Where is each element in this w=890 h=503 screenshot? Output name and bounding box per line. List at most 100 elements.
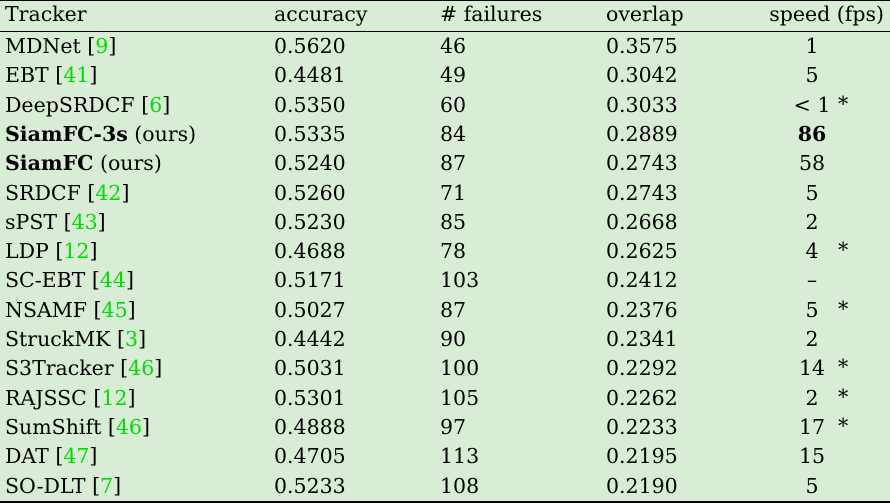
citation-link[interactable]: 43 xyxy=(71,209,98,234)
accuracy-cell: 0.5350 xyxy=(274,92,346,117)
table-row: SRDCF [42] 0.5260 71 0.2743 5 xyxy=(0,179,890,208)
star-mark: * xyxy=(838,296,849,321)
table-row: DeepSRDCF [6] 0.5350 60 0.3033 < 1 * xyxy=(0,91,890,120)
tracker-name: SiamFC xyxy=(5,151,94,176)
accuracy-cell: 0.5620 xyxy=(274,34,346,58)
accuracy-cell: 0.5230 xyxy=(274,209,346,234)
overlap-cell: 0.2412 xyxy=(606,268,678,293)
citation-link[interactable]: 3 xyxy=(125,327,139,351)
ours-label: (ours) xyxy=(134,121,197,146)
table-row: SiamFC-3s (ours) 0.5335 84 0.2889 86 xyxy=(0,120,890,149)
overlap-cell: 0.3033 xyxy=(606,92,678,117)
speed-cell: 4 xyxy=(805,239,819,264)
failures-cell: 100 xyxy=(440,356,480,381)
tracker-name: SC-EBT xyxy=(5,268,86,293)
tracker-cell: DAT [47] xyxy=(5,444,98,469)
citation-link[interactable]: 47 xyxy=(63,444,90,469)
citation-link[interactable]: 7 xyxy=(100,473,114,498)
speed-cell: 2 xyxy=(805,209,819,234)
speed-cell: < 1 xyxy=(793,92,831,117)
citation-link[interactable]: 9 xyxy=(95,34,109,58)
tracker-cell: SiamFC (ours) xyxy=(5,149,162,178)
tracker-name: SiamFC-3s xyxy=(5,121,128,146)
citation-link[interactable]: 45 xyxy=(101,297,128,322)
ours-label: (ours) xyxy=(99,151,162,176)
failures-cell: 87 xyxy=(440,297,467,322)
accuracy-cell: 0.5335 xyxy=(274,121,346,146)
table-row: S3Tracker [46] 0.5031 100 0.2292 14 * xyxy=(0,354,890,383)
accuracy-cell: 0.5301 xyxy=(274,385,346,410)
tracker-cell: MDNet [9] xyxy=(5,34,117,58)
star-mark: * xyxy=(838,384,849,409)
failures-cell: 71 xyxy=(440,180,467,205)
tracker-name: MDNet xyxy=(5,34,81,58)
tracker-name: sPST xyxy=(5,209,58,234)
accuracy-cell: 0.4888 xyxy=(274,414,346,439)
overlap-cell: 0.2262 xyxy=(606,385,678,410)
citation-link[interactable]: 46 xyxy=(115,414,142,439)
failures-cell: 105 xyxy=(440,385,480,410)
failures-cell: 113 xyxy=(440,444,480,469)
tracker-name: SRDCF xyxy=(5,180,81,205)
star-mark: * xyxy=(838,238,849,263)
tracker-cell: SC-EBT [44] xyxy=(5,268,134,293)
accuracy-cell: 0.4481 xyxy=(274,63,346,88)
citation-link[interactable]: 46 xyxy=(128,356,155,381)
speed-cell: 15 xyxy=(798,444,826,469)
failures-cell: 84 xyxy=(440,121,467,146)
header-accuracy: accuracy xyxy=(274,2,368,26)
table-row: SiamFC (ours) 0.5240 87 0.2743 58 xyxy=(0,149,890,178)
header-tracker: Tracker xyxy=(5,2,87,26)
citation-link[interactable]: 42 xyxy=(95,180,122,205)
overlap-cell: 0.2292 xyxy=(606,356,678,381)
tracker-cell: S3Tracker [46] xyxy=(5,356,163,381)
citation-link[interactable]: 41 xyxy=(63,63,90,88)
speed-cell: 5 xyxy=(805,297,819,322)
speed-cell: 5 xyxy=(805,180,819,205)
table-row: DAT [47] 0.4705 113 0.2195 15 xyxy=(0,442,890,471)
overlap-cell: 0.2743 xyxy=(606,180,678,205)
accuracy-cell: 0.5233 xyxy=(274,473,346,498)
tracker-cell: SiamFC-3s (ours) xyxy=(5,120,196,149)
speed-cell: 58 xyxy=(798,151,826,176)
tracker-cell: SO-DLT [7] xyxy=(5,473,122,498)
bottom-rule xyxy=(0,501,890,503)
overlap-cell: 0.3575 xyxy=(606,34,678,58)
tracker-name: LDP xyxy=(5,239,49,264)
header-overlap: overlap xyxy=(606,2,684,26)
overlap-cell: 0.2668 xyxy=(606,209,678,234)
accuracy-cell: 0.5171 xyxy=(274,268,346,293)
tracker-name: NSAMF xyxy=(5,297,87,322)
header-speed: speed (fps) xyxy=(769,2,884,26)
top-rule xyxy=(0,0,890,1)
tracker-cell: LDP [12] xyxy=(5,239,98,264)
accuracy-cell: 0.5260 xyxy=(274,180,346,205)
overlap-cell: 0.2376 xyxy=(606,297,678,322)
overlap-cell: 0.2190 xyxy=(606,473,678,498)
accuracy-cell: 0.4705 xyxy=(274,444,346,469)
table-row: RAJSSC [12] 0.5301 105 0.2262 2 * xyxy=(0,384,890,413)
failures-cell: 87 xyxy=(440,151,467,176)
failures-cell: 108 xyxy=(440,473,480,498)
failures-cell: 85 xyxy=(440,209,467,234)
tracker-name: StruckMK xyxy=(5,327,111,351)
speed-cell: 2 xyxy=(805,385,819,410)
citation-link[interactable]: 6 xyxy=(149,92,163,117)
overlap-cell: 0.2195 xyxy=(606,444,678,469)
star-mark: * xyxy=(838,413,849,438)
failures-cell: 49 xyxy=(440,63,467,88)
table-row: LDP [12] 0.4688 78 0.2625 4 * xyxy=(0,237,890,266)
accuracy-cell: 0.5027 xyxy=(274,297,346,322)
table-row: SumShift [46] 0.4888 97 0.2233 17 * xyxy=(0,413,890,442)
citation-link[interactable]: 12 xyxy=(101,385,128,410)
header-failures: # failures xyxy=(440,2,543,26)
speed-cell: 17 xyxy=(798,414,826,439)
citation-link[interactable]: 12 xyxy=(63,239,90,264)
table-row: SO-DLT [7] 0.5233 108 0.2190 5 xyxy=(0,472,890,501)
citation-link[interactable]: 44 xyxy=(99,268,126,293)
speed-cell: 5 xyxy=(805,473,819,498)
accuracy-cell: 0.4688 xyxy=(274,239,346,264)
table-row: MDNet [9] 0.5620 46 0.3575 1 xyxy=(0,32,890,61)
tracker-name: RAJSSC xyxy=(5,385,87,410)
